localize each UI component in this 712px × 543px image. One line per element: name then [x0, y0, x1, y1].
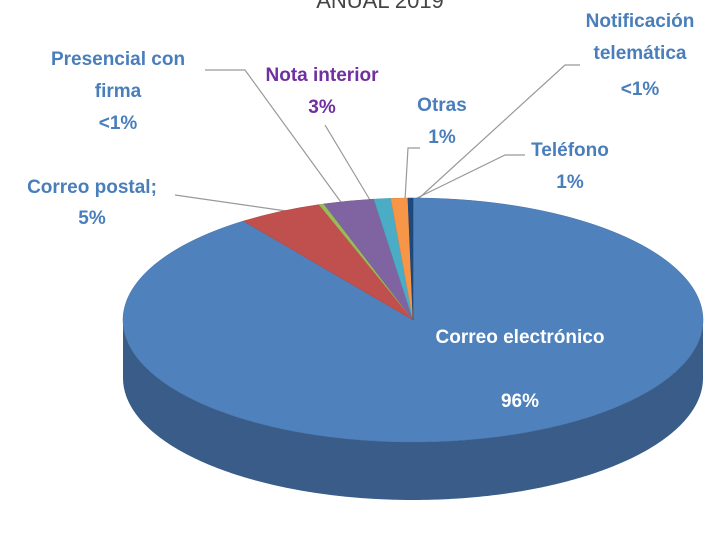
leader-line — [404, 147, 420, 201]
slice — [407, 197, 414, 321]
value-label: 3% — [308, 97, 336, 118]
slice-label: Correo electrónico — [435, 327, 605, 348]
slice-label: Presencial con firma — [50, 49, 186, 102]
slice-label: Otras — [417, 95, 467, 116]
leader-line — [174, 194, 301, 214]
leader-line — [205, 69, 344, 206]
leader-lines — [174, 64, 580, 214]
leader-line — [416, 64, 580, 201]
leader-line — [324, 124, 371, 201]
leader-line — [412, 154, 525, 201]
sides — [123, 320, 703, 500]
slice-label: Teléfono — [531, 140, 609, 161]
slice-label: Correo postal; — [27, 177, 157, 198]
value-label: 1% — [556, 172, 584, 193]
value-label: <1% — [620, 79, 660, 100]
value-label: 1% — [428, 127, 456, 148]
slice-label: Nota interior — [265, 65, 379, 86]
tops — [122, 197, 704, 443]
slice-label: Notificación telemática — [585, 11, 695, 64]
value-label: 5% — [78, 208, 106, 229]
slice-side — [123, 320, 703, 500]
value-label: 96% — [500, 391, 540, 412]
value-label: <1% — [98, 113, 138, 134]
chart-title: ANUAL 2019 — [316, 0, 444, 13]
